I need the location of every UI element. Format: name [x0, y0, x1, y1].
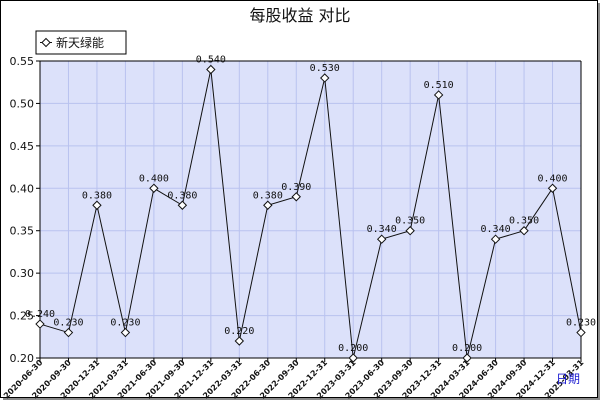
y-tick-label: 0.40 — [10, 182, 35, 195]
legend-series-name: 新天绿能 — [56, 35, 104, 50]
data-label: 0.230 — [53, 318, 83, 329]
data-point-marker — [206, 64, 216, 75]
data-label: 0.220 — [224, 326, 254, 337]
data-label: 0.510 — [424, 80, 454, 91]
data-label: 0.390 — [281, 182, 311, 193]
data-point-marker — [263, 200, 273, 210]
data-label: 0.400 — [139, 173, 169, 184]
axes — [36, 60, 582, 362]
grid-lines — [39, 60, 582, 359]
data-point-marker — [376, 234, 387, 244]
y-tick-labels: 0.20 0.25 0.30 0.35 0.40 0.45 0.50 0.55 — [10, 55, 35, 365]
data-label: 0.530 — [310, 63, 340, 74]
series-line-group — [39, 69, 582, 359]
legend-box — [35, 30, 127, 55]
y-tick-label: 0.35 — [10, 225, 35, 238]
series-line — [39, 69, 582, 359]
data-label: 0.200 — [452, 343, 482, 354]
data-point-marker — [177, 200, 188, 210]
data-point-marker — [63, 327, 74, 338]
data-label: 0.340 — [481, 224, 511, 235]
data-point-marker — [547, 183, 558, 193]
data-point-marker — [576, 327, 586, 338]
x-tick-labels: 2020-06-302020-09-302020-12-312021-03-31… — [2, 358, 586, 400]
data-point-marker — [320, 73, 330, 83]
data-label: 0.200 — [338, 343, 368, 354]
data-point-marker — [405, 226, 415, 236]
data-label: 0.230 — [110, 318, 140, 329]
y-tick-label: 0.55 — [10, 55, 35, 68]
data-point-marker — [348, 353, 358, 363]
y-tick-label: 0.45 — [10, 140, 35, 153]
data-markers — [35, 64, 586, 363]
data-point-marker — [92, 200, 102, 210]
y-tick-label: 0.50 — [10, 97, 35, 110]
y-tick-label: 0.25 — [10, 310, 35, 323]
data-label: 0.340 — [367, 224, 397, 235]
data-label: 0.540 — [196, 54, 226, 65]
data-point-marker — [490, 234, 501, 244]
data-point-marker — [519, 226, 529, 236]
data-point-marker — [291, 192, 301, 202]
x-axis-label: 日期 — [556, 372, 580, 386]
diamond-icon — [40, 37, 52, 48]
data-label: 0.400 — [537, 173, 567, 184]
data-label: 0.240 — [25, 309, 55, 320]
data-point-marker — [35, 319, 45, 329]
data-label: 0.230 — [566, 318, 596, 329]
data-labels: 0.2400.2300.3800.2300.4000.3800.5400.220… — [25, 54, 596, 354]
data-label: 0.380 — [82, 190, 112, 201]
data-label: 0.380 — [253, 190, 283, 201]
chart-title: 每股收益 对比 — [249, 6, 350, 25]
y-tick-label: 0.30 — [10, 267, 35, 280]
data-label: 0.380 — [167, 190, 197, 201]
data-point-marker — [462, 353, 472, 363]
data-point-marker — [149, 183, 159, 193]
data-label: 0.350 — [509, 216, 539, 227]
data-point-marker — [234, 336, 245, 346]
y-tick-label: 0.20 — [10, 352, 35, 365]
data-point-marker — [120, 327, 131, 338]
legend: 新天绿能 — [35, 30, 127, 55]
data-point-marker — [433, 90, 444, 100]
data-label: 0.350 — [395, 216, 425, 227]
